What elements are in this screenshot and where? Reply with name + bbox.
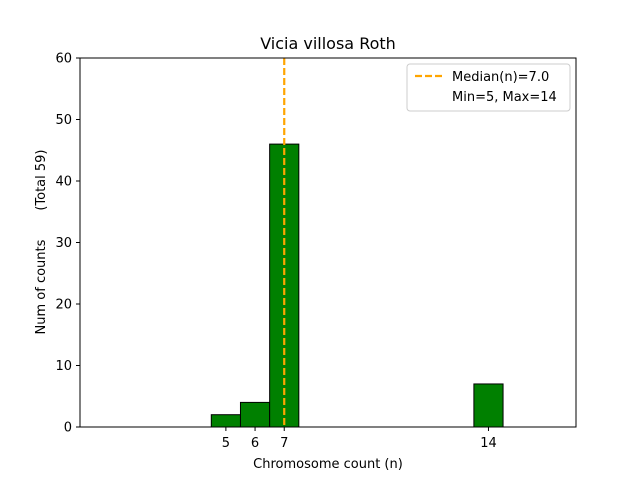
y-tick-label-60: 60 <box>55 52 72 67</box>
y-tick-label-10: 10 <box>55 359 72 374</box>
bar-n-5 <box>210 414 241 428</box>
legend-entry-min-max: Min=5, Max=14 <box>452 90 557 105</box>
y-tick-label-40: 40 <box>55 175 72 190</box>
y-tick-label-50: 50 <box>55 113 72 128</box>
legend-box <box>406 63 571 112</box>
y-tick-label-0: 0 <box>64 421 72 436</box>
x-axis-label: Chromosome count (n) <box>253 457 403 472</box>
x-tick-label-6: 6 <box>251 436 259 451</box>
bar-n-6 <box>239 401 271 428</box>
x-tick-label-7: 7 <box>280 436 288 451</box>
x-tick-label-5: 5 <box>222 436 230 451</box>
legend-entry-median: Median(n)=7.0 <box>452 70 549 85</box>
y-ticks: 0 10 20 30 40 50 60 <box>55 52 80 436</box>
legend: Median(n)=7.0 Min=5, Max=14 <box>406 63 571 112</box>
x-ticks: 5 6 7 14 <box>222 427 497 451</box>
y-tick-label-20: 20 <box>55 298 72 313</box>
chart-title: Vicia villosa Roth <box>260 34 396 53</box>
bar-n-14 <box>473 383 504 428</box>
x-tick-label-14: 14 <box>480 436 497 451</box>
y-axis-label: Num of counts (Total 59) <box>34 150 49 335</box>
y-tick-label-30: 30 <box>55 236 72 251</box>
